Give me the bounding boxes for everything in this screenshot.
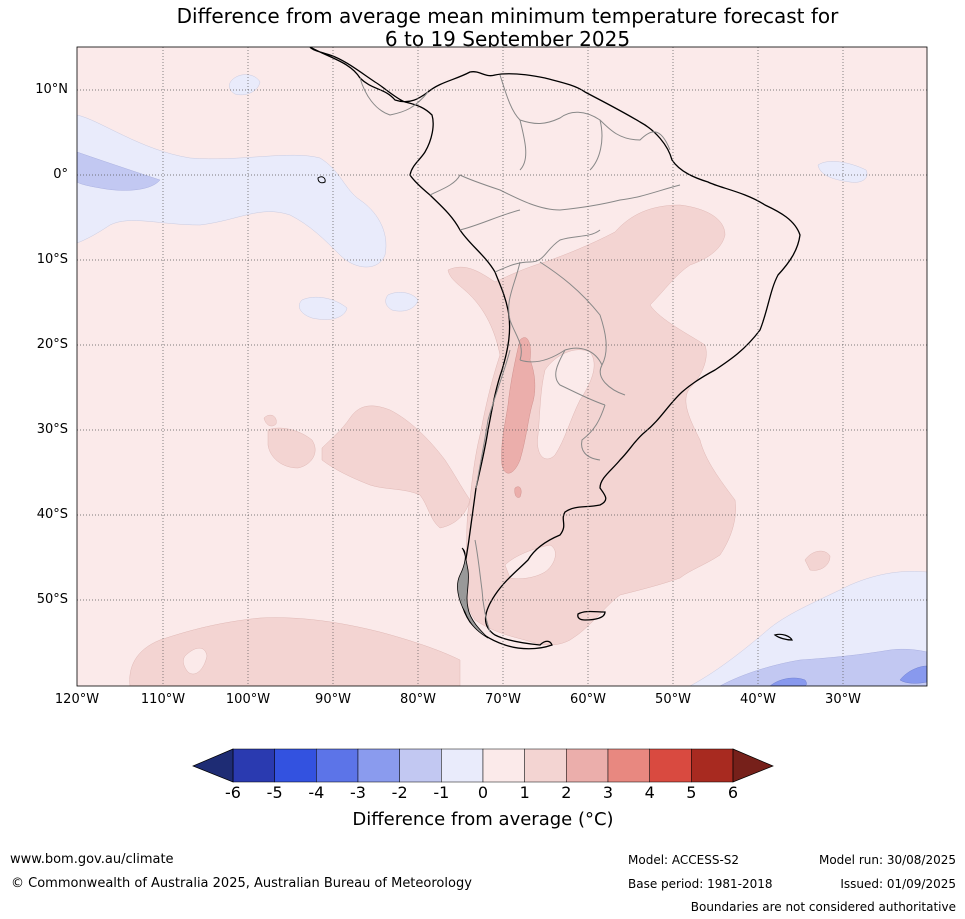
lon-label-120w: 120°W <box>54 692 100 707</box>
galapagos-islands <box>317 176 326 184</box>
lon-label-70w: 70°W <box>485 692 521 707</box>
colorbar-segment <box>607 748 650 783</box>
colorbar-label: Difference from average (°C) <box>352 809 614 830</box>
warm-anomaly-south-pacific <box>129 617 461 686</box>
colorbar-tick-label: -1 <box>433 783 450 802</box>
colorbar-segment <box>691 748 734 783</box>
colorbar-segment <box>357 748 400 783</box>
colorbar-tick-label: 2 <box>561 783 572 802</box>
footer-copyright: © Commonwealth of Australia 2025, Austra… <box>11 876 472 891</box>
footer-model-run: Model run: 30/08/2025 <box>818 853 956 867</box>
map-title-line-1: Difference from average mean minimum tem… <box>176 4 839 28</box>
lon-label-50w: 50°W <box>655 692 691 707</box>
map-title-line-2: 6 to 19 September 2025 <box>384 27 631 51</box>
footer-disclaimer: Boundaries are not considered authoritat… <box>690 900 956 914</box>
cool-anomaly-patch-15s-b <box>385 292 419 312</box>
colorbar-segment <box>566 748 609 783</box>
colorbar-tick-label: 0 <box>477 783 489 802</box>
footer-base-period: Base period: 1981-2018 <box>628 877 773 891</box>
lon-label-40w: 40°W <box>740 692 776 707</box>
cool-anomaly-eq-pacific-strong <box>77 151 161 191</box>
lat-label-30s: 30°S <box>36 422 68 437</box>
lon-label-100w: 100°W <box>225 692 271 707</box>
map-gridlines <box>77 47 927 686</box>
colorbar-over-arrow <box>732 748 774 783</box>
colorbar-segment <box>649 748 692 783</box>
colorbar-tick-label: -6 <box>225 783 241 802</box>
warm-anomaly-pacific-dot <box>263 414 277 427</box>
lat-label-50s: 50°S <box>36 592 68 607</box>
colorbar-tick-label: -5 <box>266 783 283 802</box>
warm-anomaly-atlantic-patch <box>804 550 831 571</box>
lon-label-80w: 80°W <box>400 692 436 707</box>
colorbar-tick-label: -2 <box>391 783 408 802</box>
south-america-coastline <box>309 47 801 650</box>
lon-label-90w: 90°W <box>315 692 351 707</box>
footer-issued: Issued: 01/09/2025 <box>840 877 956 891</box>
colorbar-tick-label: 5 <box>686 783 697 802</box>
colorbar-tick-label: 6 <box>727 783 739 802</box>
lat-label-10s: 10°S <box>36 252 68 267</box>
lat-label-10n: 10°N <box>35 82 68 97</box>
colorbar-segment <box>441 748 484 783</box>
colorbar-segment <box>232 748 275 783</box>
footer-url[interactable]: www.bom.gov.au/climate <box>10 852 174 867</box>
colorbar-segment <box>524 748 567 783</box>
colorbar-tick-label: 1 <box>519 783 530 802</box>
cool-anomaly-patch-10n <box>229 74 261 96</box>
colorbar-segments <box>232 748 734 783</box>
lon-label-60w: 60°W <box>570 692 606 707</box>
colorbar-segment <box>316 748 359 783</box>
warm-anomaly-south-america <box>447 204 736 646</box>
falkland-islands <box>577 610 606 621</box>
lat-label-0: 0° <box>53 167 68 182</box>
colorbar-tick-label: 4 <box>644 783 655 802</box>
colorbar-tick-label: -3 <box>350 783 366 802</box>
colorbar-tick-label: 3 <box>602 783 614 802</box>
footer-model: Model: ACCESS-S2 <box>628 853 740 867</box>
cool-anomaly-patch-atlantic-eq <box>817 161 868 183</box>
lon-label-30w: 30°W <box>825 692 861 707</box>
colorbar-segment <box>482 748 525 783</box>
lat-label-20s: 20°S <box>36 337 68 352</box>
country-borders <box>359 74 681 633</box>
warm-anomaly-argentina-dot <box>514 486 522 498</box>
map-frame <box>76 46 928 687</box>
cool-anomaly-patch-15s-a <box>299 297 348 320</box>
cool-anomaly-equatorial-pacific <box>77 114 387 268</box>
warm-anomaly-patch-a <box>183 647 208 675</box>
warm-anomaly-uruguay-interior <box>537 349 595 460</box>
cool-anomaly-south-atlantic-2 <box>719 648 927 686</box>
lat-label-40s: 40°S <box>36 507 68 522</box>
lon-label-110w: 110°W <box>140 692 186 707</box>
colorbar-segment <box>399 748 442 783</box>
colorbar-segment <box>274 748 317 783</box>
south-georgia <box>773 633 793 641</box>
colorbar-tick-label: -4 <box>308 783 325 802</box>
chile-fjords <box>457 547 489 639</box>
colorbar-under-arrow <box>192 748 234 783</box>
warm-anomaly-argentina-strong <box>501 337 536 474</box>
